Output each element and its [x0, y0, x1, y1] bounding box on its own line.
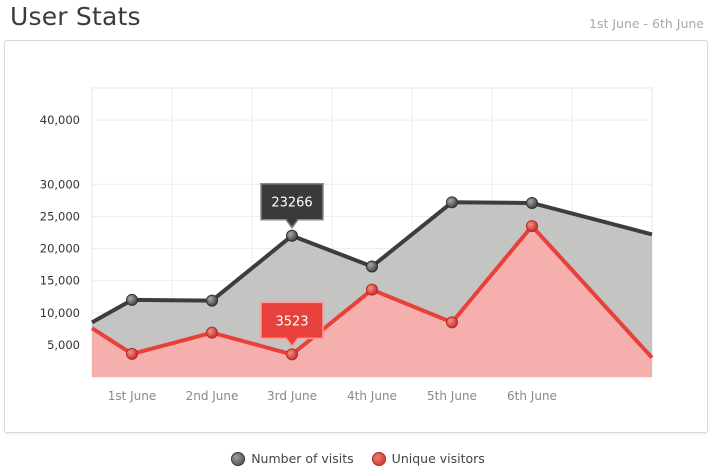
legend-swatch-unique [371, 451, 386, 466]
x-tick-label: 5th June [427, 389, 477, 403]
date-range: 1st June - 6th June [589, 16, 704, 31]
data-point-visits [206, 294, 218, 307]
y-tick-label: 5,000 [47, 338, 80, 352]
chart-legend: Number of visits Unique visitors [0, 451, 716, 466]
x-tick-label: 2nd June [186, 389, 239, 403]
x-tick-label: 3rd June [267, 389, 317, 403]
data-point-visits [126, 293, 138, 306]
tooltip-box [260, 182, 324, 229]
legend-item-unique[interactable]: Unique visitors [371, 451, 485, 466]
data-point-visits [286, 229, 298, 242]
chart-panel: 5,000 10,000 15,000 20,000 25,000 30,000 40,00… [4, 40, 708, 433]
y-tick-label: 10,000 [40, 306, 80, 320]
tooltip-label: 3523 [275, 314, 308, 329]
data-point-unique [446, 316, 458, 329]
legend-label-unique: Unique visitors [391, 451, 485, 466]
tooltip-label: 23266 [271, 196, 312, 211]
x-tick-label: 6th June [507, 389, 557, 403]
x-tick-label: 1st June [108, 389, 157, 403]
y-tick-label: 15,000 [40, 274, 80, 288]
user-stats-chart: 5,000 10,000 15,000 20,000 25,000 30,000 40,00… [40, 87, 654, 403]
y-tick-label: 40,000 [40, 113, 80, 127]
y-tick-label: 25,000 [40, 209, 80, 223]
series-line-visits [91, 200, 653, 325]
page-title: User Stats [10, 2, 141, 31]
data-point-unique [206, 326, 218, 339]
legend-item-visits[interactable]: Number of visits [231, 451, 354, 466]
data-point-unique [366, 283, 378, 296]
data-point-visits [526, 196, 538, 209]
data-point-unique [126, 347, 138, 360]
data-point-visits [446, 196, 458, 209]
series-line-unique [90, 224, 654, 360]
tooltip-box [260, 301, 324, 348]
y-tick-label: 20,000 [40, 242, 80, 256]
data-point-unique [526, 220, 538, 233]
y-tick-label: 30,000 [40, 177, 80, 191]
data-point-unique [286, 348, 298, 361]
legend-swatch-visits [231, 451, 246, 466]
legend-label-visits: Number of visits [251, 451, 354, 466]
data-point-visits [366, 260, 378, 273]
x-tick-label: 4th June [347, 389, 397, 403]
